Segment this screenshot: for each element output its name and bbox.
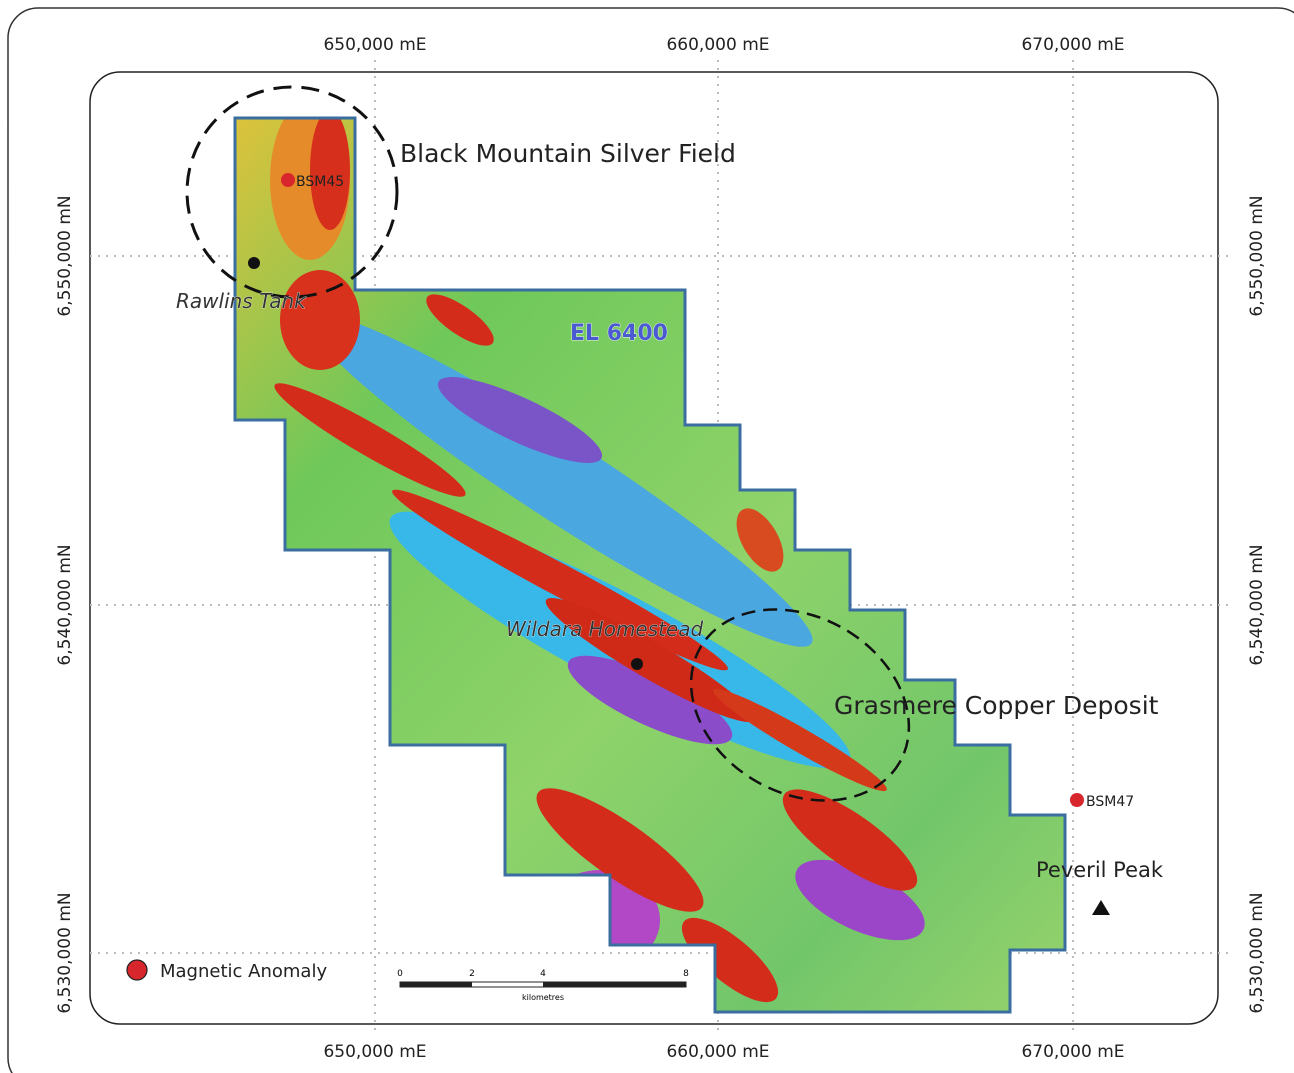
place-label: Wildara Homestead (506, 617, 704, 641)
place-label: Rawlins Tank (176, 289, 307, 313)
easting-label: 660,000 mE (666, 1042, 769, 1062)
place-label: Grasmere Copper Deposit (834, 691, 1159, 720)
place-label: BSM47 (1086, 794, 1134, 810)
scale-tick-label: 2 (469, 969, 475, 979)
northing-label: 6,550,000 mN (1247, 195, 1267, 316)
map: 650,000 mE 660,000 mE 670,000 mE 650,000… (0, 0, 1294, 1073)
scale-bar-segment (543, 982, 686, 987)
scale-bar: 0 2 4 8 kilometres (397, 969, 689, 1002)
northing-label: 6,540,000 mN (1247, 544, 1267, 665)
place-label: EL 6400 (570, 321, 668, 346)
rawlins-tank-point (248, 257, 260, 269)
scale-tick-label: 0 (397, 969, 403, 979)
anomaly-point (1070, 793, 1084, 807)
peak-marker (1092, 900, 1110, 915)
legend-symbol (127, 960, 147, 980)
place-label: Peveril Peak (1036, 858, 1164, 882)
northing-label: 6,550,000 mN (55, 195, 75, 316)
northing-label: 6,540,000 mN (55, 544, 75, 665)
scale-tick-label: 4 (540, 969, 546, 979)
northing-label: 6,530,000 mN (55, 892, 75, 1013)
northing-label: 6,530,000 mN (1247, 892, 1267, 1013)
scale-tick-label: 8 (683, 969, 689, 979)
legend-label: Magnetic Anomaly (160, 961, 327, 982)
easting-label: 650,000 mE (323, 35, 426, 55)
wildara-point (631, 658, 643, 670)
easting-label: 650,000 mE (323, 1042, 426, 1062)
easting-label: 660,000 mE (666, 35, 769, 55)
scale-unit: kilometres (522, 993, 564, 1002)
scale-bar-segment (400, 982, 472, 987)
easting-label: 670,000 mE (1021, 35, 1124, 55)
place-label: Black Mountain Silver Field (400, 139, 736, 168)
place-label: BSM45 (296, 174, 344, 190)
magnetic-image (230, 100, 1080, 1020)
anomaly-point (281, 173, 295, 187)
easting-label: 670,000 mE (1021, 1042, 1124, 1062)
